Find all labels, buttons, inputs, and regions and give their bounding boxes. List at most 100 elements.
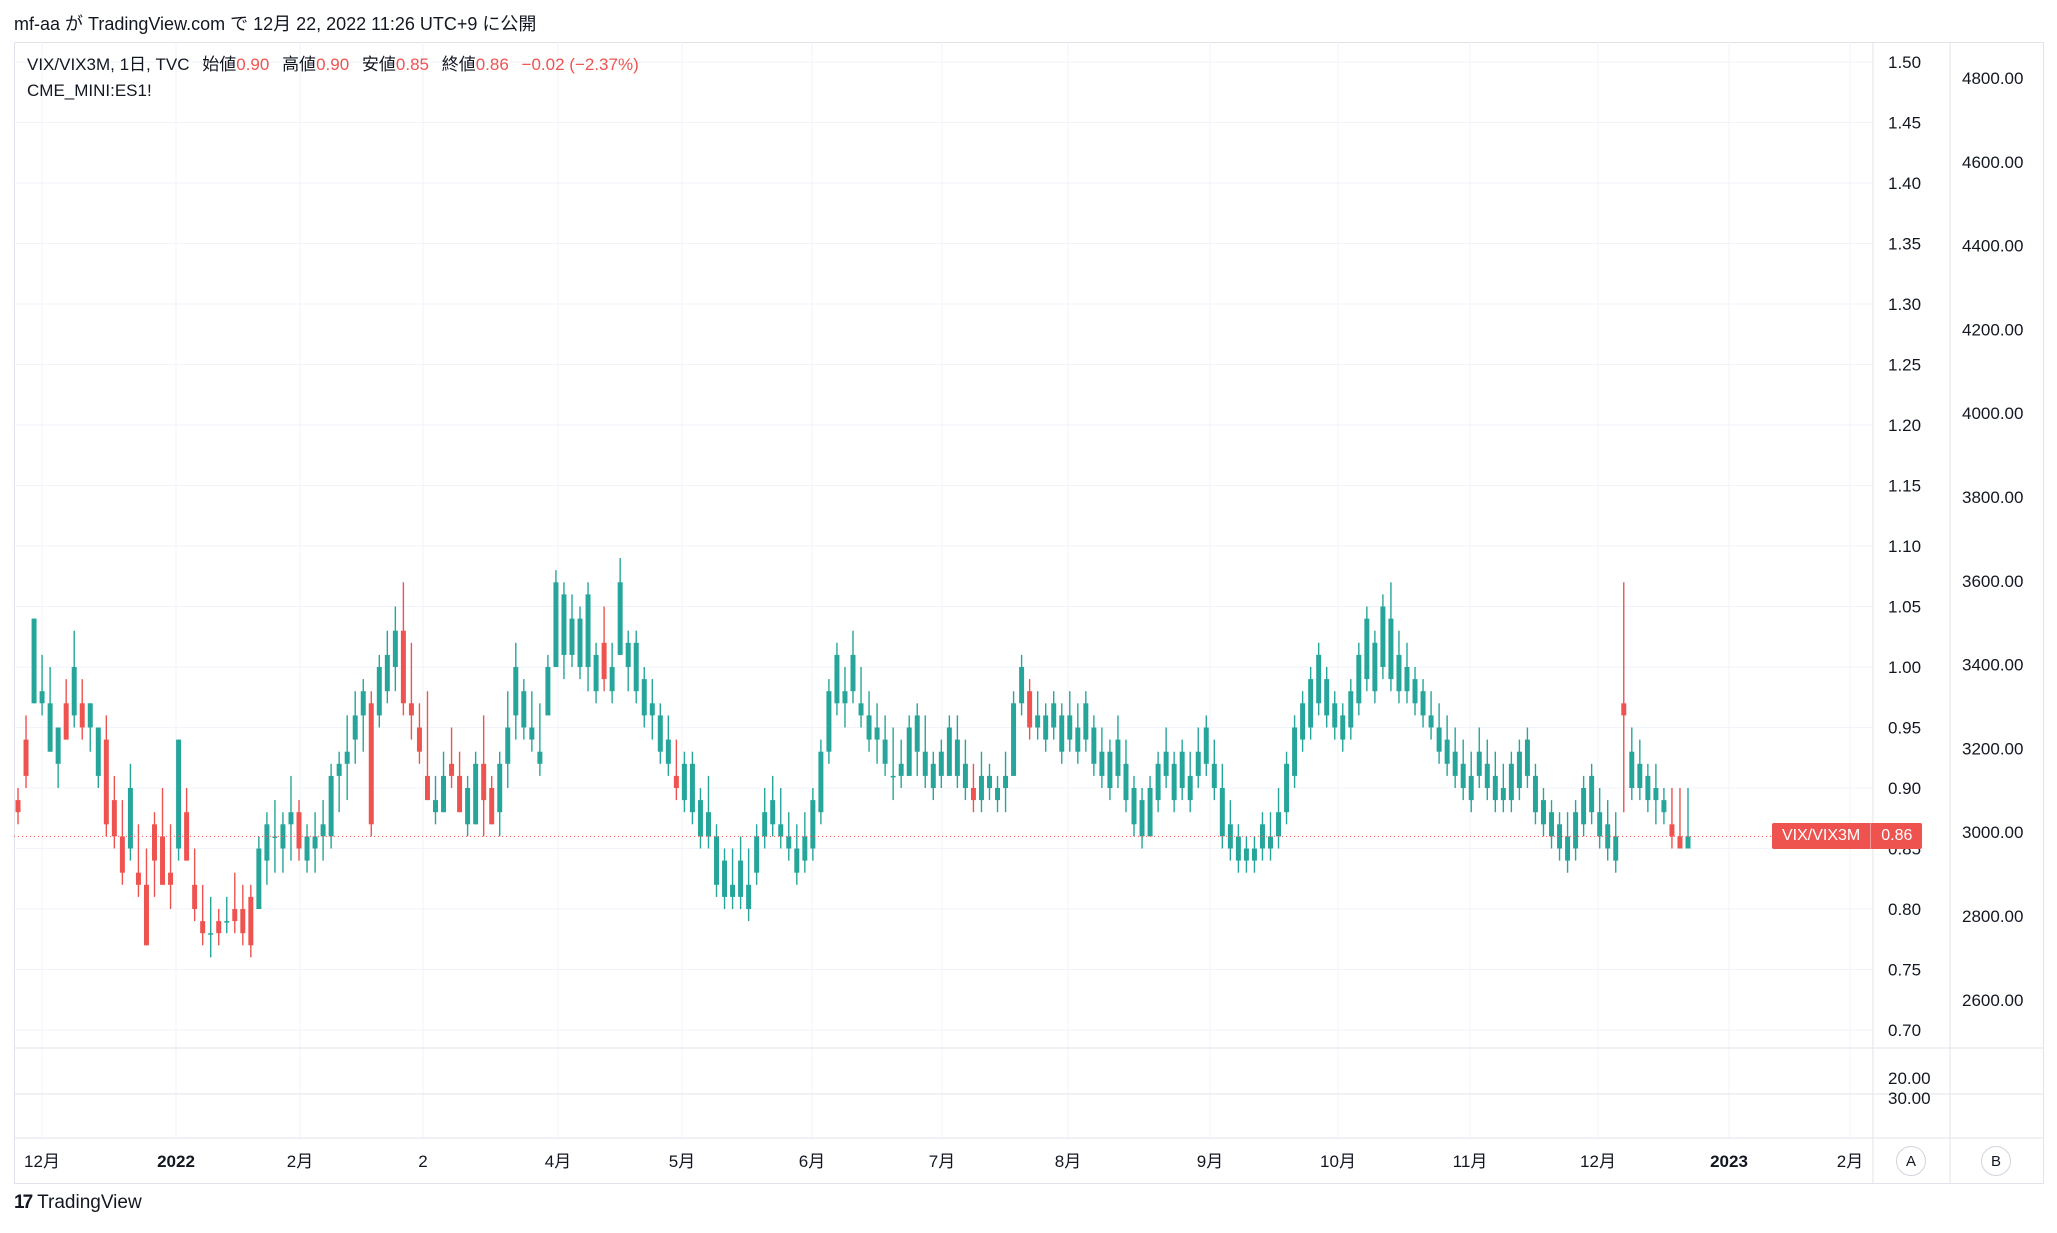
candle-body: [1115, 739, 1121, 776]
candle-body: [127, 788, 133, 849]
candle-body: [1083, 703, 1089, 740]
candle-body: [1540, 800, 1546, 825]
candle-body: [1099, 751, 1105, 776]
candles: [14, 558, 1772, 958]
candle-body: [384, 654, 390, 692]
candle-body: [978, 775, 984, 801]
candle-body: [111, 800, 117, 837]
candle-body: [946, 727, 952, 776]
candle-body: [826, 691, 832, 752]
candle-body: [513, 667, 519, 716]
candle-body: [665, 739, 671, 764]
x-axis-tick: 11月: [1453, 1152, 1488, 1171]
candle-body: [1043, 715, 1049, 740]
candle-body: [103, 739, 109, 825]
candle-body: [1316, 654, 1322, 704]
x-axis-tick: 9月: [1197, 1152, 1223, 1171]
x-axis-tick: 7月: [929, 1152, 955, 1171]
candle-body: [802, 836, 808, 861]
scale-b-button[interactable]: B: [1981, 1146, 2011, 1176]
legend-change: −0.02 (−2.37%): [521, 55, 639, 74]
candle-body: [593, 654, 599, 692]
footer-brand[interactable]: 17 TradingView: [14, 1192, 142, 1214]
candle-body: [264, 824, 270, 861]
candle-body: [360, 691, 366, 716]
candle-body: [1516, 751, 1522, 788]
candle-body: [1324, 679, 1330, 716]
legend-symbol[interactable]: VIX/VIX3M, 1日, TVC: [27, 55, 190, 74]
legend-close-value: 0.86: [475, 55, 509, 74]
legend-high-value: 0.90: [316, 55, 350, 74]
candle-body: [416, 727, 422, 752]
candle-body: [1669, 824, 1675, 837]
legend-line-2[interactable]: CME_MINI:ES1!: [27, 81, 152, 100]
left-axis-tick: 1.35: [1888, 235, 1921, 254]
candle-body: [617, 582, 623, 655]
candle-body: [23, 739, 29, 776]
price-tag-symbol: VIX/VIX3M: [1782, 827, 1861, 845]
right-axis-tick: 3000.00: [1962, 823, 2023, 842]
candle-body: [922, 751, 928, 776]
candle-body: [1500, 788, 1506, 801]
candle-body: [272, 836, 278, 838]
left-axis-tick: 1.20: [1888, 416, 1921, 435]
candle-body: [987, 775, 992, 788]
candle-body: [898, 763, 904, 776]
candle-body: [730, 884, 736, 897]
x-axis-tick: 12月: [1580, 1152, 1616, 1171]
candle-body: [1661, 800, 1667, 813]
candle-body: [408, 703, 414, 716]
candle-body: [866, 715, 872, 740]
candle-body: [842, 691, 848, 704]
candle-body: [1613, 836, 1619, 861]
candle-body: [890, 775, 896, 778]
candle-body: [649, 703, 655, 716]
candle-body: [561, 594, 567, 655]
candle-body: [1428, 715, 1434, 728]
candle-body: [778, 824, 784, 837]
candle-body: [633, 642, 639, 692]
candle-body: [168, 872, 174, 885]
candle-body: [1460, 763, 1466, 788]
candle-body: [970, 788, 976, 801]
legend-high-label: 高値: [282, 55, 317, 74]
candle-body: [119, 836, 125, 873]
candle-body: [256, 848, 262, 909]
candle-body: [1251, 848, 1257, 861]
candle-body: [930, 763, 936, 788]
candle-body: [625, 642, 631, 667]
candle-body: [1629, 751, 1635, 788]
candle-body: [834, 654, 840, 704]
candle-body: [746, 884, 752, 909]
candle-body: [1484, 763, 1490, 788]
candle-body: [1187, 775, 1193, 801]
candle-body: [641, 679, 647, 716]
x-axis-tick: 2: [418, 1152, 427, 1171]
candle-body: [722, 860, 728, 897]
left-axis-tick: 1.25: [1888, 356, 1921, 375]
legend-close-label: 終値: [441, 55, 476, 74]
right-axis-tick: 3400.00: [1962, 656, 2023, 675]
candle-body: [296, 812, 302, 849]
left-axis-tick: 1.40: [1888, 174, 1921, 193]
right-axis-tick: 2800.00: [1962, 907, 2023, 926]
candle-body: [465, 788, 471, 825]
candle-body: [200, 921, 206, 934]
candle-body: [473, 763, 479, 825]
right-axis-tick: 4800.00: [1962, 69, 2023, 88]
x-axis-tick: 2023: [1710, 1152, 1748, 1171]
candle-body: [858, 703, 864, 716]
candle-body: [15, 800, 21, 813]
right-axis-tick: 4200.00: [1962, 320, 2023, 339]
candle-body: [47, 703, 53, 752]
candle-body: [449, 763, 455, 776]
candle-body: [1573, 812, 1579, 849]
candle-body: [1557, 824, 1563, 849]
candle-body: [1003, 775, 1009, 788]
left-axis-tick: 1.45: [1888, 114, 1921, 133]
candle-body: [1067, 715, 1073, 740]
candle-body: [160, 836, 166, 885]
candle-body: [545, 667, 551, 716]
auto-scale-button[interactable]: A: [1896, 1146, 1926, 1176]
